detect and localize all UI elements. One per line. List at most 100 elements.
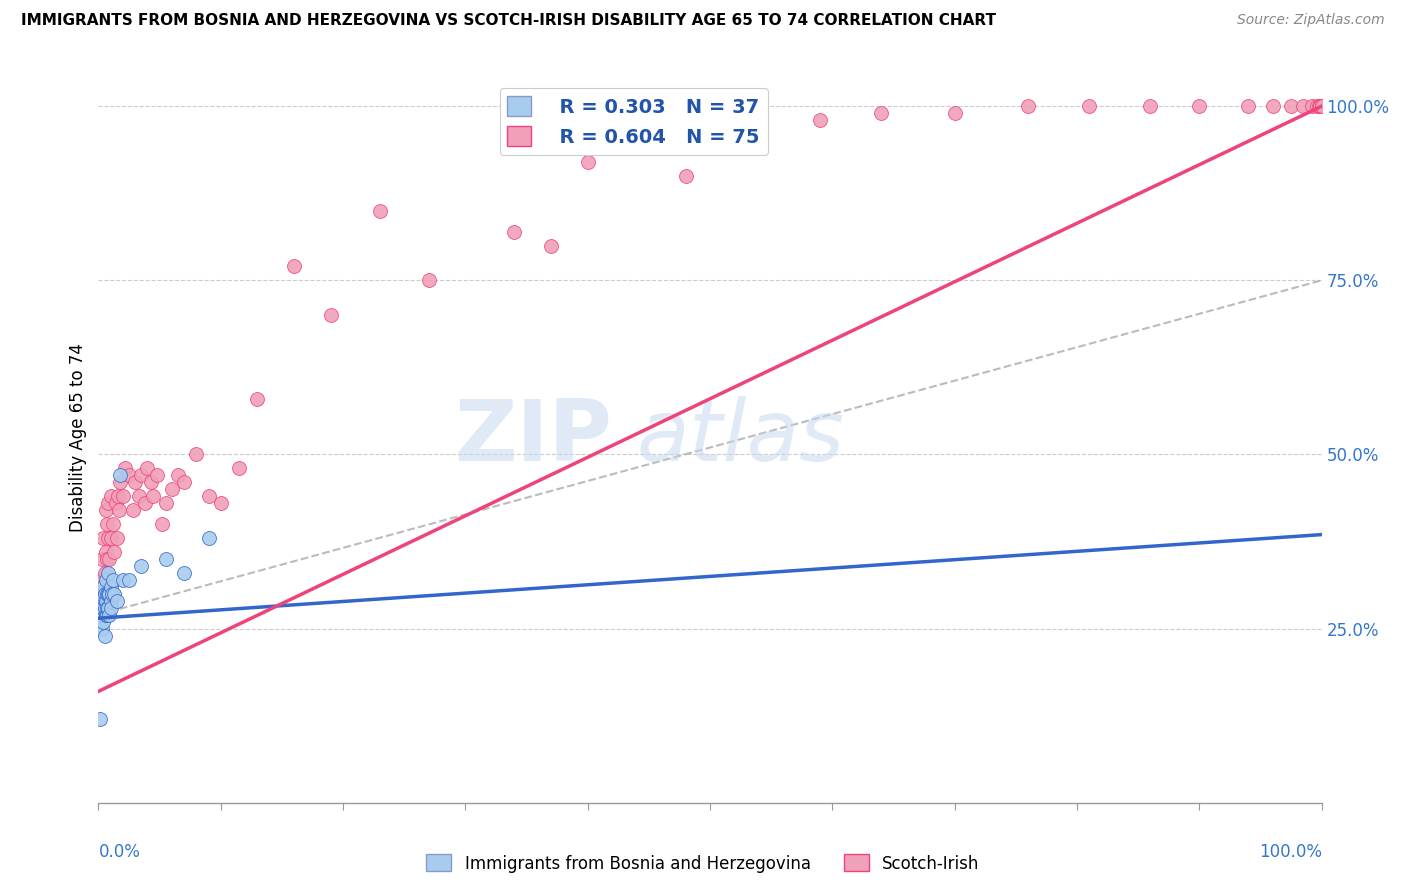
Point: [870, 106, 893, 120]
Point: [173, 475, 195, 490]
Point: [110, 475, 132, 490]
Point: [90, 594, 112, 608]
Point: [1261, 99, 1284, 113]
Point: [160, 483, 183, 497]
Text: 100.0%: 100.0%: [1258, 843, 1322, 861]
Point: [103, 545, 125, 559]
Point: [93, 629, 115, 643]
Point: [96, 587, 118, 601]
Point: [1309, 99, 1331, 113]
Point: [104, 496, 127, 510]
Point: [1279, 99, 1302, 113]
Point: [943, 106, 966, 120]
Point: [91, 615, 114, 629]
Point: [93, 566, 115, 580]
Text: Source: ZipAtlas.com: Source: ZipAtlas.com: [1237, 13, 1385, 28]
Point: [1310, 99, 1333, 113]
Point: [121, 503, 143, 517]
Point: [155, 496, 177, 510]
Point: [97, 600, 120, 615]
Text: 0.0%: 0.0%: [98, 843, 141, 861]
Point: [134, 496, 156, 510]
Point: [91, 600, 114, 615]
Point: [91, 587, 114, 601]
Point: [90, 607, 112, 622]
Point: [111, 573, 134, 587]
Point: [1310, 99, 1333, 113]
Point: [209, 496, 232, 510]
Point: [1309, 99, 1331, 113]
Point: [100, 580, 122, 594]
Point: [173, 566, 195, 580]
Point: [94, 594, 117, 608]
Point: [1292, 99, 1315, 113]
Point: [96, 517, 118, 532]
Point: [1078, 99, 1101, 113]
Point: [1310, 99, 1333, 113]
Point: [91, 552, 114, 566]
Point: [136, 461, 159, 475]
Point: [93, 600, 115, 615]
Point: [418, 273, 440, 287]
Legend:   R = 0.303   N = 37,   R = 0.604   N = 75: R = 0.303 N = 37, R = 0.604 N = 75: [499, 88, 768, 154]
Point: [576, 155, 599, 169]
Point: [96, 600, 118, 615]
Point: [111, 489, 134, 503]
Point: [139, 475, 162, 490]
Point: [105, 594, 128, 608]
Point: [540, 238, 562, 252]
Point: [186, 448, 208, 462]
Point: [319, 308, 342, 322]
Point: [124, 475, 146, 490]
Point: [675, 169, 697, 183]
Point: [98, 587, 121, 601]
Point: [600, 134, 623, 148]
Point: [142, 489, 165, 503]
Point: [97, 496, 120, 510]
Point: [91, 580, 114, 594]
Point: [735, 120, 758, 134]
Point: [91, 573, 114, 587]
Point: [94, 573, 117, 587]
Point: [94, 545, 117, 559]
Point: [503, 225, 526, 239]
Text: ZIP: ZIP: [454, 395, 612, 479]
Point: [129, 558, 152, 573]
Point: [1301, 99, 1323, 113]
Point: [93, 587, 115, 601]
Text: IMMIGRANTS FROM BOSNIA AND HERZEGOVINA VS SCOTCH-IRISH DISABILITY AGE 65 TO 74 C: IMMIGRANTS FROM BOSNIA AND HERZEGOVINA V…: [21, 13, 995, 29]
Point: [101, 587, 124, 601]
Point: [105, 531, 128, 545]
Text: atlas: atlas: [637, 395, 845, 479]
Point: [101, 587, 124, 601]
Point: [197, 531, 219, 545]
Point: [89, 712, 111, 726]
Point: [100, 531, 122, 545]
Point: [1017, 99, 1039, 113]
Point: [155, 552, 177, 566]
Point: [167, 468, 190, 483]
Point: [97, 531, 120, 545]
Point: [96, 552, 118, 566]
Point: [1139, 99, 1161, 113]
Point: [246, 392, 269, 406]
Point: [1237, 99, 1260, 113]
Point: [128, 489, 150, 503]
Point: [94, 607, 117, 622]
Point: [96, 607, 118, 622]
Point: [94, 503, 117, 517]
Point: [110, 468, 132, 483]
Point: [808, 113, 831, 128]
Point: [1308, 99, 1330, 113]
Point: [150, 517, 173, 532]
Point: [100, 600, 122, 615]
Point: [107, 489, 129, 503]
Point: [89, 587, 111, 601]
Point: [90, 600, 112, 615]
Point: [118, 573, 141, 587]
Point: [197, 489, 219, 503]
Point: [97, 566, 120, 580]
Point: [91, 587, 114, 601]
Point: [228, 461, 250, 475]
Legend: Immigrants from Bosnia and Herzegovina, Scotch-Irish: Immigrants from Bosnia and Herzegovina, …: [419, 847, 987, 880]
